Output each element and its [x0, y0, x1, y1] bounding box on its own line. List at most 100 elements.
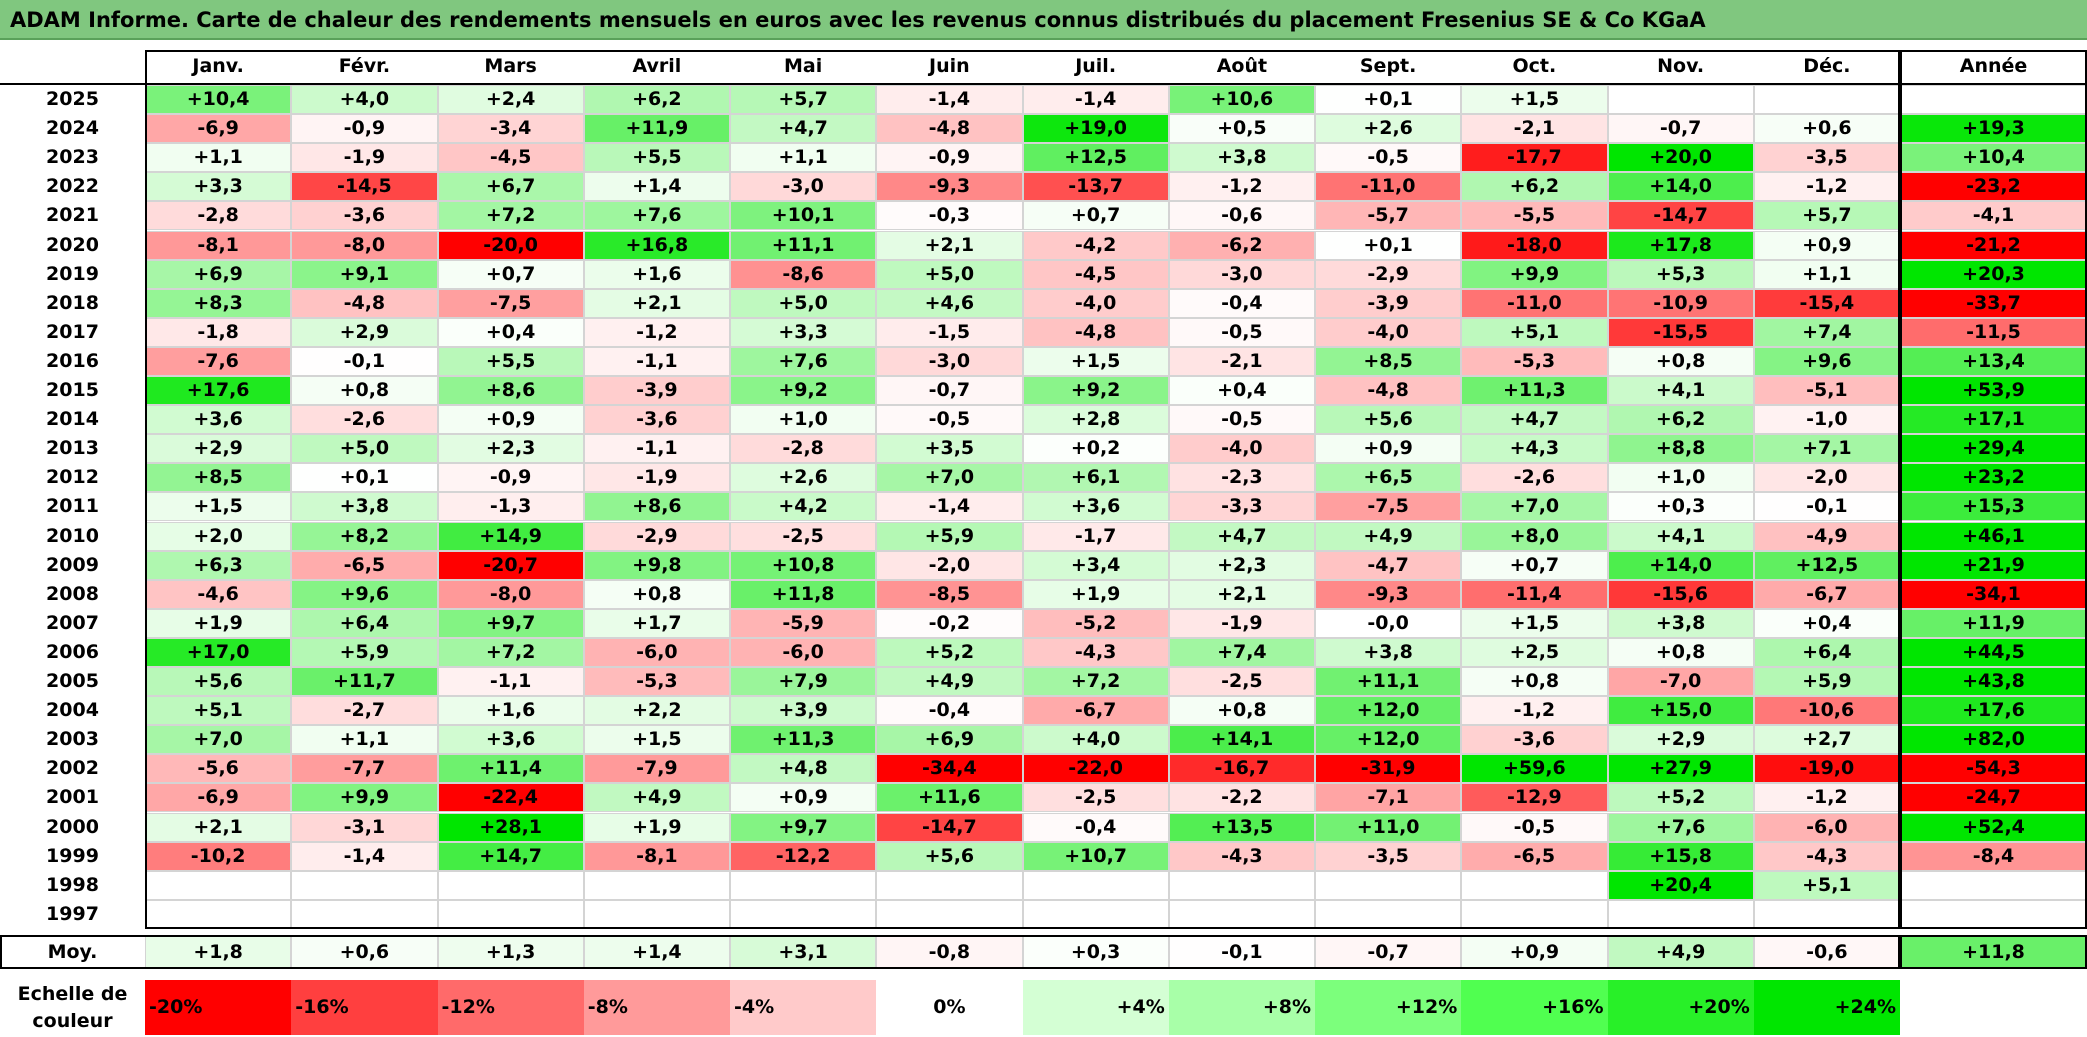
- heatmap-cell: -0,5: [1461, 812, 1608, 842]
- heatmap-cell: -2,1: [1461, 114, 1608, 144]
- year-total-cell: +82,0: [1900, 725, 2087, 755]
- heatmap-cell: +3,4: [1022, 550, 1169, 580]
- row-label: 2001: [46, 786, 99, 809]
- heatmap-cell: +11,1: [730, 230, 877, 260]
- heatmap-cell: +7,6: [1607, 812, 1754, 842]
- heatmap-cell: -7,9: [583, 754, 730, 784]
- year-total-cell: -54,3: [1900, 754, 2087, 784]
- year-total-cell: -24,7: [1900, 783, 2087, 813]
- heatmap-cell: -6,7: [1753, 579, 1900, 609]
- heatmap-cell: -2,9: [583, 521, 730, 551]
- heatmap-cell: +15,0: [1607, 696, 1754, 726]
- heatmap-cell: +14,9: [437, 521, 584, 551]
- heatmap-cell: -4,2: [1022, 230, 1169, 260]
- average-cell: +3,1: [730, 935, 877, 969]
- year-header: Année: [1959, 55, 2028, 77]
- heatmap-cell: +0,1: [1315, 230, 1462, 260]
- heatmap-cell: -3,5: [1753, 143, 1900, 173]
- heatmap-cell: +6,7: [437, 172, 584, 202]
- legend-step: +16%: [1461, 980, 1608, 1035]
- heatmap-cell: [876, 870, 1023, 900]
- heatmap-cell: -8,5: [876, 579, 1023, 609]
- heatmap-cell: +8,5: [145, 463, 292, 493]
- header-underline-year: [1900, 83, 2087, 85]
- heatmap-cell: -7,5: [437, 288, 584, 318]
- heatmap-cell: +6,1: [1022, 463, 1169, 493]
- heatmap-cell: +3,6: [437, 725, 584, 755]
- heatmap-cell: +11,9: [583, 114, 730, 144]
- heatmap-cell: -3,6: [1461, 725, 1608, 755]
- heatmap-cell: +2,1: [1168, 579, 1315, 609]
- heatmap-cell: +8,6: [437, 376, 584, 406]
- heatmap-cell: +0,3: [1607, 492, 1754, 522]
- month-header: Déc.: [1803, 55, 1851, 77]
- heatmap-cell: -2,8: [730, 434, 877, 464]
- heatmap-cell: +7,6: [583, 201, 730, 231]
- heatmap-cell: +11,8: [730, 579, 877, 609]
- heatmap-cell: +12,5: [1753, 550, 1900, 580]
- heatmap-cell: +2,9: [1607, 725, 1754, 755]
- average-label: Moy.: [47, 941, 98, 963]
- heatmap-cell: +17,0: [145, 637, 292, 667]
- average-cell: -0,8: [876, 935, 1023, 969]
- heatmap-cell: +2,6: [1315, 114, 1462, 144]
- year-total-cell: +21,9: [1900, 550, 2087, 580]
- header-underline: [0, 83, 1900, 85]
- row-label: 1997: [46, 902, 99, 925]
- heatmap-cell: -1,2: [1168, 172, 1315, 202]
- heatmap-cell: -2,5: [730, 521, 877, 551]
- year-total-cell: -21,2: [1900, 230, 2087, 260]
- heatmap-cell: -11,4: [1461, 579, 1608, 609]
- heatmap-cell: +5,1: [1461, 317, 1608, 347]
- heatmap-cell: +1,5: [583, 725, 730, 755]
- legend-step: +12%: [1315, 980, 1462, 1035]
- heatmap-cell: -2,6: [291, 405, 438, 435]
- heatmap-cell: +5,6: [876, 841, 1023, 871]
- row-label: 2005: [46, 670, 99, 692]
- heatmap-cell: +7,6: [730, 346, 877, 376]
- heatmap-cell: -5,3: [1461, 346, 1608, 376]
- heatmap-cell: +7,9: [730, 667, 877, 697]
- heatmap-cell: +2,6: [730, 463, 877, 493]
- legend-step: +20%: [1607, 980, 1754, 1035]
- heatmap-cell: -1,4: [876, 85, 1023, 115]
- heatmap-cell: +7,0: [1461, 492, 1608, 522]
- heatmap-cell: +5,9: [876, 521, 1023, 551]
- heatmap-cell: [1022, 870, 1169, 900]
- heatmap-cell: +7,4: [1753, 317, 1900, 347]
- heatmap-cell: -7,1: [1315, 783, 1462, 813]
- year-total-cell: -4,1: [1900, 201, 2087, 231]
- average-cell: +4,9: [1607, 935, 1754, 969]
- heatmap-cell: -5,1: [1753, 376, 1900, 406]
- heatmap-cell: +12,0: [1315, 725, 1462, 755]
- heatmap-cell: +7,0: [145, 725, 292, 755]
- row-label: 2000: [46, 815, 99, 838]
- heatmap-cell: +5,0: [730, 288, 877, 318]
- heatmap-cell: [437, 899, 584, 929]
- row-label: 2010: [46, 524, 99, 547]
- heatmap-cell: -15,4: [1753, 288, 1900, 318]
- heatmap-cell: +12,0: [1315, 696, 1462, 726]
- heatmap-cell: +5,0: [291, 434, 438, 464]
- heatmap-cell: +8,3: [145, 288, 292, 318]
- heatmap-cell: +5,3: [1607, 259, 1754, 289]
- heatmap-cell: +11,3: [730, 725, 877, 755]
- heatmap-cell: +9,2: [1022, 376, 1169, 406]
- heatmap-cell: -3,0: [876, 346, 1023, 376]
- heatmap-cell: +4,7: [1461, 405, 1608, 435]
- heatmap-cell: -19,0: [1753, 754, 1900, 784]
- heatmap-cell: +4,9: [1315, 521, 1462, 551]
- year-total-cell: +23,2: [1900, 463, 2087, 493]
- month-header: Févr.: [338, 55, 391, 77]
- year-total-cell: +15,3: [1900, 492, 2087, 522]
- heatmap-cell: -1,7: [1022, 521, 1169, 551]
- heatmap-cell: +1,7: [583, 608, 730, 638]
- year-total-cell: -8,4: [1900, 841, 2087, 871]
- heatmap-cell: +0,1: [291, 463, 438, 493]
- heatmap-cell: +10,4: [145, 85, 292, 115]
- heatmap-cell: +0,8: [1461, 667, 1608, 697]
- heatmap-cell: +2,4: [437, 85, 584, 115]
- heatmap-cell: +9,7: [437, 608, 584, 638]
- heatmap-cell: +19,0: [1022, 114, 1169, 144]
- heatmap-cell: -8,6: [730, 259, 877, 289]
